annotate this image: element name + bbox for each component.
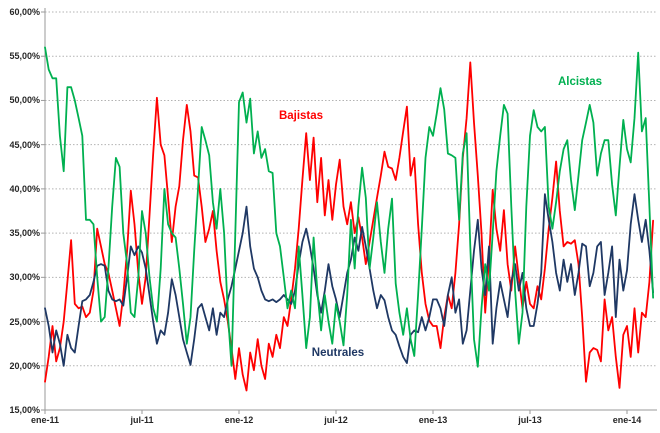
y-axis-label: 35,00% (9, 228, 40, 239)
x-axis-label: ene-11 (30, 415, 60, 425)
y-axis-label: 30,00% (9, 272, 40, 283)
x-axis-label: ene-12 (224, 415, 254, 425)
y-axis-label: 15,00% (9, 405, 40, 415)
y-axis-label: 55,00% (9, 51, 40, 62)
x-axis-label: jul-13 (518, 415, 542, 425)
x-axis-label: ene-14 (612, 415, 642, 425)
y-axis-label: 20,00% (9, 360, 40, 371)
y-axis-label: 45,00% (9, 139, 40, 150)
series-label-alcistas: Alcistas (557, 76, 603, 88)
x-axis-label: jul-12 (324, 415, 348, 425)
y-axis-label: 25,00% (9, 316, 40, 327)
series-label-neutrales: Neutrales (311, 347, 365, 359)
y-axis-label: 40,00% (9, 183, 40, 194)
y-axis-label: 60,00% (9, 7, 40, 17)
neutrales-line (44, 193, 654, 367)
series-label-bajistas: Bajistas (278, 110, 324, 122)
bajistas-line (44, 61, 654, 392)
y-axis-label: 50,00% (9, 95, 40, 106)
alcistas-line (44, 46, 654, 368)
x-axis-label: ene-13 (418, 415, 448, 425)
x-axis-label: jul-11 (130, 415, 154, 425)
